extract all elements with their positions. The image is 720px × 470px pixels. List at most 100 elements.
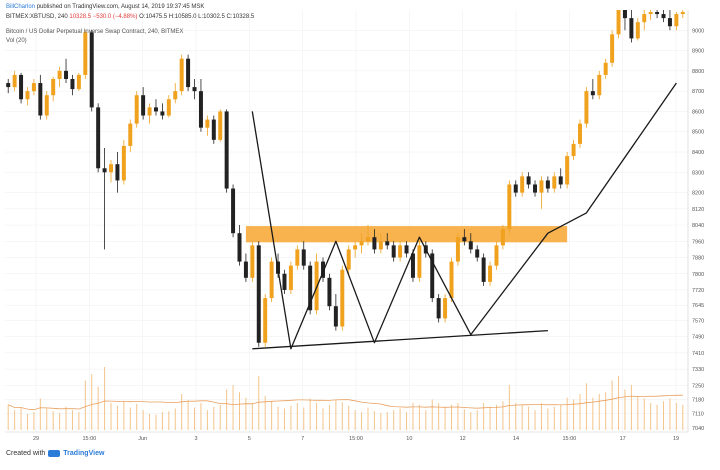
volume-bar xyxy=(78,412,80,430)
author-link[interactable]: BillCharlon xyxy=(6,4,36,10)
candle xyxy=(38,74,43,120)
candle xyxy=(340,265,345,331)
candle xyxy=(231,184,236,238)
candle-body xyxy=(237,233,242,262)
footer-prefix: Created with xyxy=(6,450,46,457)
candle xyxy=(141,87,146,120)
candle-body xyxy=(622,10,627,19)
candle xyxy=(321,257,326,282)
candle-body xyxy=(430,253,435,299)
candle-body xyxy=(391,245,396,258)
price-tick-label: 7110 xyxy=(692,412,704,418)
candle xyxy=(301,241,306,270)
volume-bar xyxy=(457,403,459,430)
candle xyxy=(385,233,390,250)
volume-bar xyxy=(643,398,645,430)
volume-bar xyxy=(553,406,555,430)
candle xyxy=(590,78,595,100)
candle-body xyxy=(629,18,634,39)
candle-body xyxy=(578,123,582,144)
candle-body xyxy=(590,91,595,96)
candle-body xyxy=(57,70,62,79)
candle-body xyxy=(545,180,550,189)
candle xyxy=(25,87,30,106)
candle-body xyxy=(83,32,88,75)
volume-bar xyxy=(84,380,86,430)
candle-body xyxy=(507,184,512,230)
volume-bar xyxy=(71,410,73,430)
volume-bar xyxy=(444,407,446,430)
candle-body xyxy=(89,32,94,108)
candle-body xyxy=(462,237,467,242)
symbol: BITMEX:XBTUSD, 240 xyxy=(6,14,68,20)
trendline-w-pattern xyxy=(251,82,677,350)
volume-bars xyxy=(7,367,684,430)
time-tick-label: 15:00 xyxy=(82,436,96,442)
volume-bar xyxy=(463,409,465,430)
time-axis: 29 15:00 Jun 3 5 7 15:00 10 12 14 15:00 17 19 xyxy=(33,436,679,442)
volume-bar xyxy=(232,385,234,430)
trendline-lower-support xyxy=(252,329,548,350)
volume-bar xyxy=(451,404,453,430)
volume-bar xyxy=(328,404,330,430)
volume-bar xyxy=(361,412,363,430)
candle xyxy=(616,10,621,39)
price-tick-label: 8200 xyxy=(692,191,704,197)
candle xyxy=(288,261,293,295)
candle xyxy=(610,30,615,67)
candle-body xyxy=(166,99,171,116)
candle-body xyxy=(44,95,49,116)
grid xyxy=(5,10,688,432)
volume-bar xyxy=(116,405,118,430)
candle xyxy=(635,18,640,41)
candle xyxy=(533,180,538,197)
volume-bar xyxy=(91,374,93,430)
candle xyxy=(398,241,403,262)
candle-body xyxy=(481,257,486,282)
candle-body xyxy=(179,58,184,92)
volume-bar xyxy=(663,401,665,430)
volume-bar xyxy=(367,407,369,430)
price-tick-label: 7645 xyxy=(692,303,704,309)
candle xyxy=(430,249,435,303)
candle xyxy=(186,54,191,92)
candle-body xyxy=(308,265,313,311)
volume-bar xyxy=(630,385,632,430)
candle-body xyxy=(153,107,158,112)
volume-bar xyxy=(528,406,530,430)
candle-body xyxy=(597,74,602,96)
price-tick-label: 7040 xyxy=(692,426,704,432)
candle-body xyxy=(365,237,370,242)
time-tick-label: 17 xyxy=(620,436,626,442)
candle xyxy=(642,10,647,31)
volume-bar xyxy=(412,403,414,430)
volume-bar xyxy=(33,412,35,430)
volume-bar xyxy=(264,395,266,430)
tradingview-link[interactable]: TradingView xyxy=(63,450,105,457)
candle-body xyxy=(76,74,81,90)
candle xyxy=(475,245,480,262)
volume-bar xyxy=(682,404,684,430)
candle xyxy=(51,76,56,102)
price-tick-label: 7800 xyxy=(692,272,704,278)
candle xyxy=(128,119,133,153)
candle-body xyxy=(282,273,287,290)
candle-body xyxy=(642,14,647,23)
candle xyxy=(481,253,486,286)
candle xyxy=(160,103,165,120)
candle xyxy=(674,12,679,31)
candle xyxy=(243,253,248,282)
candle xyxy=(462,229,467,246)
price-tick-label: 8600 xyxy=(692,109,704,115)
volume-bar xyxy=(483,403,485,430)
candle-body xyxy=(269,261,274,299)
volume-bar xyxy=(656,404,658,430)
volume-bar xyxy=(380,412,382,430)
volume-bar xyxy=(393,410,395,430)
volume-bar xyxy=(502,401,504,430)
candle-body xyxy=(96,107,101,169)
candle xyxy=(539,176,544,209)
volume-bar xyxy=(348,405,350,430)
volume-bar xyxy=(123,401,125,430)
candle xyxy=(500,225,505,250)
